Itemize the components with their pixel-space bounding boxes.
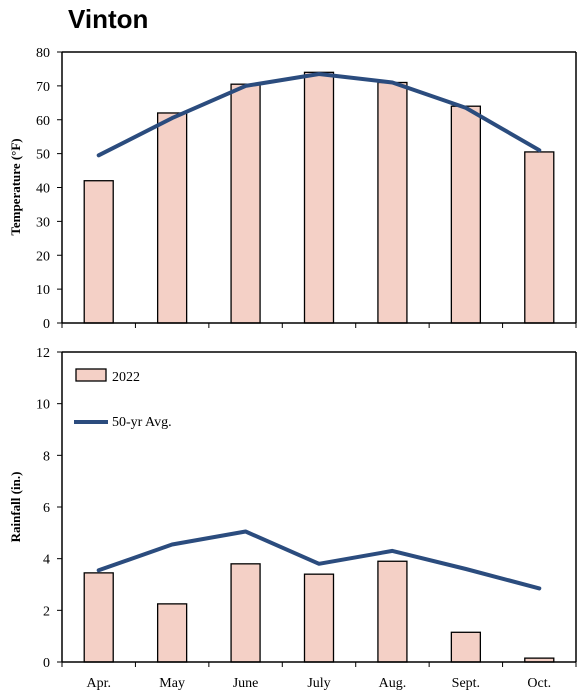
temperature-ytick-label: 80 — [36, 46, 50, 61]
temperature-ytick-label: 20 — [36, 249, 50, 264]
temperature-ytick-label: 30 — [36, 215, 50, 230]
temperature-bar — [450, 105, 482, 324]
rainfall-ytick-label: 2 — [43, 604, 50, 619]
chart-title: Vinton — [68, 4, 148, 34]
rainfall-yaxis-title: Rainfall (in.) — [8, 472, 23, 543]
rainfall-bar — [230, 563, 261, 663]
rainfall-ytick-label: 0 — [43, 656, 50, 671]
legend-bar-label: 2022 — [112, 370, 140, 385]
rainfall-ytick-label: 6 — [43, 501, 50, 516]
temperature-ytick-label: 0 — [43, 317, 50, 332]
rainfall-xtick-label: Sept. — [452, 676, 480, 691]
temperature-ytick-label: 50 — [36, 148, 50, 163]
rainfall-bar — [303, 573, 335, 663]
temperature-avg-line — [96, 72, 542, 158]
rainfall-xtick-label: July — [307, 676, 330, 691]
temperature-ytick-label: 70 — [36, 80, 50, 95]
rainfall-bar — [450, 631, 482, 663]
rainfall-panel: 0 2 4 6 8 10 12 Rainfall (in.) Apr. May June July Au… — [8, 346, 577, 691]
temperature-bar — [83, 180, 114, 324]
rainfall-avg-line — [96, 529, 542, 591]
temperature-yaxis-title: Temperature (°F) — [8, 138, 23, 235]
rainfall-xtick-label: Aug. — [379, 676, 407, 691]
rainfall-ytick-label: 10 — [36, 398, 50, 413]
rainfall-bar — [156, 603, 188, 663]
temperature-bar — [524, 151, 555, 324]
temperature-bar — [230, 83, 261, 324]
rainfall-bar — [377, 560, 408, 663]
rainfall-xtick-label: June — [233, 676, 259, 691]
rainfall-ytick-label: 8 — [43, 449, 50, 464]
rainfall-xtick-label: Apr. — [86, 676, 111, 691]
temperature-bar — [303, 71, 335, 324]
temperature-ytick-label: 10 — [36, 283, 50, 298]
temperature-bar — [377, 81, 408, 324]
rainfall-xtick-label: May — [159, 676, 185, 691]
rainfall-xtick-label: Oct. — [527, 676, 551, 691]
temperature-panel: 0 10 20 30 40 50 60 70 80 Temperature (°F) — [8, 46, 577, 332]
rainfall-ytick-label: 12 — [36, 346, 50, 361]
rainfall-bar — [83, 572, 114, 663]
rainfall-ytick-label: 4 — [43, 553, 50, 568]
legend: 2022 50-yr Avg. — [74, 368, 172, 430]
temperature-ytick-label: 40 — [36, 182, 50, 197]
legend-line-label: 50-yr Avg. — [112, 415, 172, 430]
temperature-ytick-label: 60 — [36, 114, 50, 129]
temperature-bar — [156, 112, 188, 324]
legend-bar-swatch — [75, 368, 107, 382]
